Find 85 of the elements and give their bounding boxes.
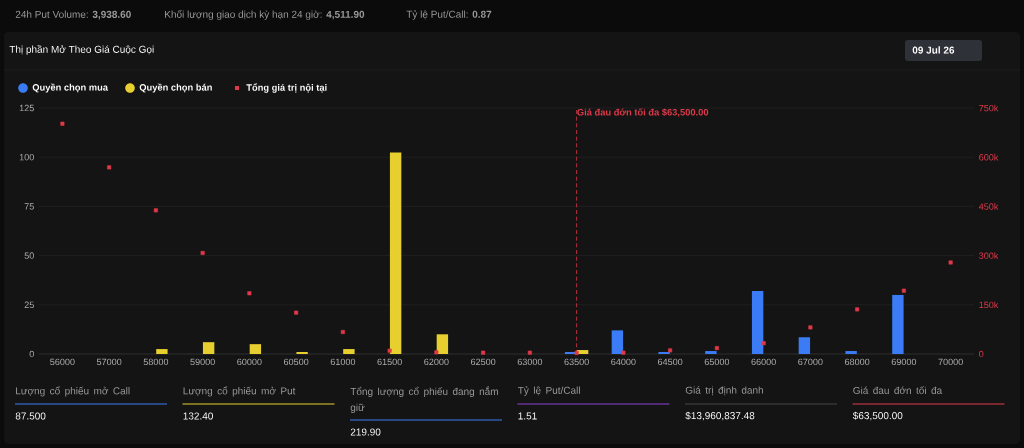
text: 132.40 xyxy=(183,412,213,420)
point xyxy=(761,341,766,346)
x-tick-label: 67000 xyxy=(798,358,823,366)
text: 219.90 xyxy=(350,428,381,436)
point xyxy=(948,260,953,265)
text: Lượng cổ phiếu mở Put xyxy=(183,386,296,397)
bar xyxy=(343,349,355,354)
point xyxy=(621,350,626,355)
x-tick-label: 57000 xyxy=(96,358,122,366)
point xyxy=(60,121,65,126)
bar xyxy=(705,351,717,354)
x-tick-label: 59000 xyxy=(190,358,215,366)
x-tick-label: 63000 xyxy=(517,358,543,366)
point xyxy=(808,325,813,330)
y2-tick-label: 0 xyxy=(979,350,984,358)
x-tick-label: 60000 xyxy=(237,358,262,366)
y-tick-label: 125 xyxy=(19,104,34,112)
text: Lượng cổ phiếu mở Call xyxy=(16,386,130,397)
point xyxy=(481,350,486,355)
bar xyxy=(892,294,904,354)
bar xyxy=(249,344,262,354)
text: Giá trị định danh xyxy=(685,386,763,396)
text: $63,500.00 xyxy=(852,411,903,421)
text: Giá đau đớn tối đa xyxy=(853,386,943,395)
bar xyxy=(611,330,624,354)
x-tick-label: 66000 xyxy=(751,358,776,366)
y-tick-label: 0 xyxy=(29,350,34,358)
bar xyxy=(389,152,402,354)
bar xyxy=(751,291,764,354)
point xyxy=(200,250,205,255)
x-tick-label: 62500 xyxy=(470,358,496,366)
text: 24h Put Volume: 3,938.60 xyxy=(15,10,131,20)
text: Tổng lượng cổ phiếu đang nắm giữ xyxy=(350,386,498,413)
point xyxy=(527,350,532,355)
ref-line-label: Giá đau đớn tối đa $63,500.00 xyxy=(577,108,709,117)
point xyxy=(434,350,439,355)
x-tick-label: 65000 xyxy=(704,358,730,366)
y2-tick-label: 300k xyxy=(979,252,999,259)
point xyxy=(901,288,906,293)
text: Tỷ lệ Put/Call: 0.87 xyxy=(406,10,492,20)
y2-tick-label: 150k xyxy=(979,301,999,309)
y-tick-label: 75 xyxy=(24,203,34,210)
bar xyxy=(845,351,857,354)
x-tick-label: 56000 xyxy=(50,358,75,366)
x-tick-label: 68000 xyxy=(844,358,870,366)
text: Khối lượng giao dịch kỳ hạn 24 giờ: 4,511.90 xyxy=(165,10,365,20)
bar xyxy=(436,334,449,354)
y2-tick-label: 450k xyxy=(978,203,999,210)
x-tick-label: 64000 xyxy=(611,358,636,366)
text: Tỷ lệ Put/Call xyxy=(518,386,580,396)
x-tick-label: 64500 xyxy=(657,358,683,366)
y2-tick-label: 750k xyxy=(979,104,999,112)
x-tick-label: 61500 xyxy=(377,358,402,366)
point xyxy=(153,208,158,213)
legend-label: Quyền chọn bán xyxy=(139,83,212,93)
y-tick-label: 50 xyxy=(24,252,34,259)
x-tick-label: 63500 xyxy=(564,358,589,366)
point xyxy=(387,348,392,353)
bar xyxy=(156,349,168,354)
point xyxy=(668,348,673,353)
point xyxy=(855,307,860,312)
text: 1.51 xyxy=(518,412,537,420)
point xyxy=(294,310,299,315)
y-tick-label: 25 xyxy=(24,301,34,308)
y-tick-label: 100 xyxy=(19,153,34,161)
text: 09 Jul 26 xyxy=(912,46,955,54)
point xyxy=(574,351,579,355)
x-tick-label: 62000 xyxy=(424,358,449,366)
y2-tick-label: 600k xyxy=(979,153,999,161)
x-tick-label: 61000 xyxy=(330,358,356,366)
x-tick-label: 70000 xyxy=(938,358,963,366)
x-tick-label: 69000 xyxy=(891,358,917,366)
chart-title: Thị phần Mở Theo Giá Cuộc Gọi xyxy=(9,45,154,55)
text: 87.500 xyxy=(15,412,46,420)
bar xyxy=(798,337,811,354)
text: $13,960,837.48 xyxy=(685,411,755,421)
x-tick-label: 58000 xyxy=(143,358,169,366)
point xyxy=(107,165,112,170)
legend-label: Quyền chọn mua xyxy=(32,83,109,93)
point xyxy=(714,346,719,351)
point xyxy=(340,330,345,335)
bar xyxy=(202,342,215,354)
legend-label: Tổng giá trị nội tại xyxy=(246,83,327,93)
point xyxy=(247,291,252,296)
x-tick-label: 60500 xyxy=(283,358,309,366)
